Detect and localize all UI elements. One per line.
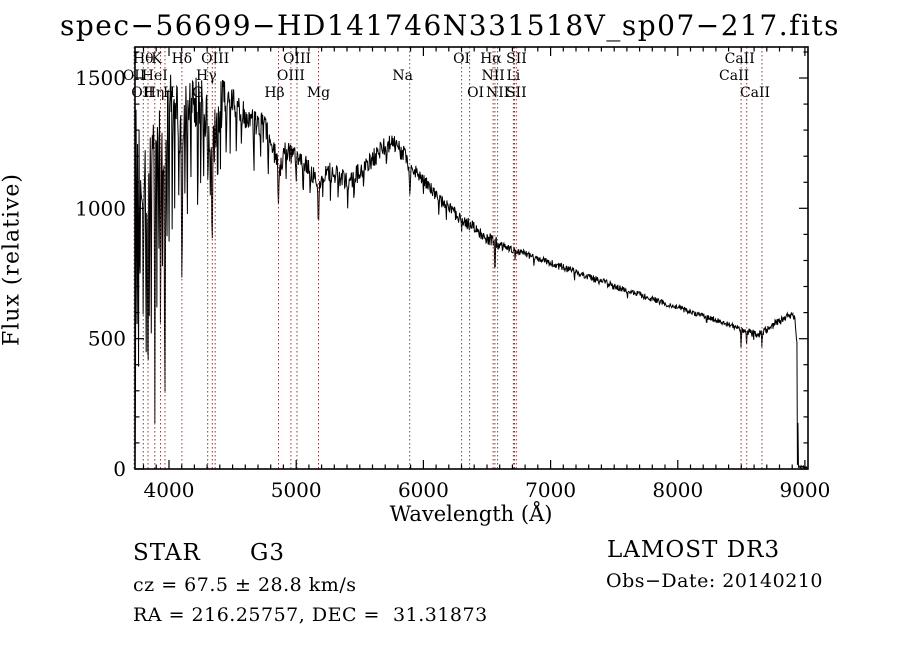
spectral-line-label: CaII — [740, 85, 770, 101]
y-axis-label: Flux (relative) — [0, 172, 25, 347]
spectral-line-label: OI — [453, 51, 470, 67]
spectral-line-label: Li — [507, 68, 521, 84]
star-class-label: STAR — [133, 540, 201, 566]
ra-dec-value: RA = 216.25757, DEC = 31.31873 — [133, 604, 488, 626]
spectral-line-label: NII — [481, 68, 504, 84]
spectral-line-label: CaII — [725, 51, 755, 67]
spectral-line-label: Hθ — [133, 51, 154, 67]
plot-title: spec−56699−HD141746N331518V_sp07−217.fit… — [59, 9, 841, 42]
y-tick-label: 0 — [113, 457, 126, 481]
cz-value: cz = 67.5 ± 28.8 km/s — [133, 574, 357, 596]
spectral-line-label: OIII — [201, 51, 229, 67]
subclass-label: G3 — [250, 540, 286, 566]
x-tick-label: 9000 — [779, 478, 830, 502]
plot-frame — [134, 46, 809, 470]
spectral-line-label: OII — [131, 85, 154, 101]
spectrum-line — [134, 74, 808, 471]
spectral-line-label: Mg — [307, 85, 330, 101]
spectral-line-label: OI — [467, 85, 484, 101]
spectral-line-label: Na — [392, 68, 413, 84]
survey-release-label: LAMOST DR3 — [607, 537, 781, 563]
y-tick-label: 1500 — [75, 66, 126, 90]
spectral-line-label: K — [151, 51, 162, 67]
spectral-line-label: SII — [506, 85, 527, 101]
x-tick-label: 4000 — [144, 478, 195, 502]
spectral-line-label: OIII — [277, 68, 305, 84]
x-tick-label: 7000 — [525, 478, 576, 502]
spectral-line-label: HeI — [142, 68, 168, 84]
y-tick-label: 1000 — [75, 196, 126, 220]
spectral-line-label: CaII — [719, 68, 749, 84]
y-tick-label: 500 — [88, 327, 126, 351]
x-tick-label: 5000 — [271, 478, 322, 502]
spectral-line-label: G — [192, 85, 203, 101]
spectral-line-label: OIII — [283, 51, 311, 67]
x-axis-label: Wavelength (Å) — [389, 502, 553, 526]
x-tick-label: 6000 — [398, 478, 449, 502]
spectral-line-label: SII — [506, 51, 527, 67]
obs-date-label: Obs−Date: 20140210 — [606, 570, 823, 592]
spectral-line-label: Hα — [480, 51, 502, 67]
spectral-line-label: H — [163, 85, 175, 101]
x-tick-label: 8000 — [652, 478, 703, 502]
spectral-line-label: Hβ — [264, 85, 284, 101]
spectral-line-label: OII — [123, 68, 146, 84]
spectral-line-label: Hδ — [172, 51, 193, 67]
spectral-line-label: NII — [486, 85, 509, 101]
spectral-line-label: Hη — [144, 85, 165, 101]
spectral-line-label: Hγ — [196, 68, 217, 84]
